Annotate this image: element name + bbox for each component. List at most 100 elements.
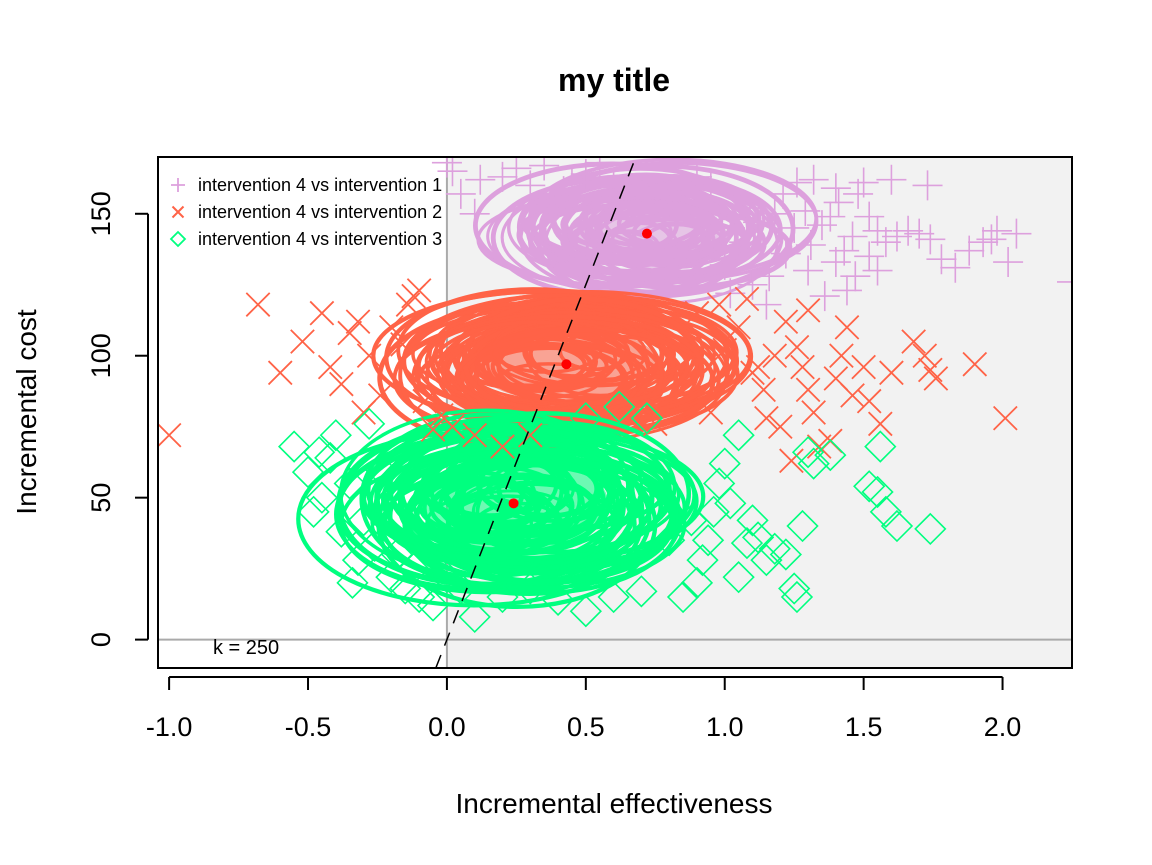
data-point xyxy=(791,436,825,469)
data-point xyxy=(319,419,352,452)
data-point xyxy=(954,235,985,266)
y-tick-label: 100 xyxy=(86,333,116,378)
data-point xyxy=(317,354,343,380)
data-point xyxy=(751,377,776,403)
data-point xyxy=(625,575,658,608)
plot-frame xyxy=(157,156,1073,669)
data-point xyxy=(837,221,868,252)
data-point xyxy=(912,170,943,201)
legend-label: intervention 4 vs intervention 2 xyxy=(198,202,442,222)
data-point xyxy=(773,309,799,334)
legend-marker xyxy=(171,205,185,219)
legend-marker xyxy=(171,178,185,192)
x-axis-label: Incremental effectiveness xyxy=(456,788,773,819)
data-point xyxy=(364,453,397,486)
x-tick-label: 1.5 xyxy=(845,712,883,742)
data-point xyxy=(814,438,847,472)
x-tick-label: 0.5 xyxy=(567,712,605,742)
data-point xyxy=(598,170,629,201)
legend: intervention 4 vs intervention 1 interven… xyxy=(169,175,442,249)
data-point xyxy=(458,600,491,634)
data-point xyxy=(403,580,436,614)
data-point xyxy=(380,538,414,571)
data-point xyxy=(329,371,354,397)
data-point xyxy=(597,580,630,614)
data-point xyxy=(708,447,741,480)
data-point xyxy=(795,230,826,261)
data-point xyxy=(915,224,946,255)
density-contour xyxy=(507,174,754,282)
data-point xyxy=(437,157,468,187)
data-point xyxy=(923,366,949,391)
data-point xyxy=(917,357,943,383)
data-point xyxy=(926,244,957,275)
y-tick-label: 0 xyxy=(86,632,116,647)
data-point xyxy=(901,329,926,354)
data-point xyxy=(709,249,740,280)
data-point xyxy=(879,360,904,386)
data-point xyxy=(548,176,579,207)
data-point xyxy=(698,400,724,425)
data-point xyxy=(390,332,415,357)
data-point xyxy=(754,261,785,292)
data-point xyxy=(992,405,1018,431)
data-point xyxy=(1001,218,1032,249)
data-point xyxy=(444,572,477,605)
wtp-label: k = 250 xyxy=(213,637,279,659)
data-point xyxy=(867,411,893,437)
data-point xyxy=(569,402,602,435)
data-point xyxy=(864,430,897,463)
data-point xyxy=(1057,266,1072,297)
data-point xyxy=(801,400,826,425)
y-tick-label: 150 xyxy=(86,191,116,236)
data-point xyxy=(487,161,518,192)
data-point xyxy=(904,218,935,249)
data-point xyxy=(840,261,871,292)
legend-marker xyxy=(169,230,187,248)
data-point xyxy=(831,275,862,306)
data-point xyxy=(431,157,462,178)
data-point xyxy=(517,422,543,448)
data-point xyxy=(397,552,430,585)
data-point xyxy=(358,529,391,563)
data-point xyxy=(691,524,725,557)
data-point xyxy=(762,343,788,369)
data-point xyxy=(325,515,358,548)
data-point xyxy=(767,414,793,440)
data-point xyxy=(726,314,751,340)
mean-point xyxy=(641,228,652,239)
data-point xyxy=(297,495,330,528)
data-point xyxy=(743,207,774,238)
data-point xyxy=(267,360,293,386)
data-point xyxy=(784,334,810,360)
data-point xyxy=(795,297,821,323)
data-point xyxy=(815,201,846,232)
data-point xyxy=(490,434,515,459)
data-point xyxy=(309,300,335,326)
data-point xyxy=(379,314,404,340)
density-contour xyxy=(476,192,763,287)
data-point xyxy=(862,215,893,246)
data-point xyxy=(406,278,432,303)
wtp-line xyxy=(435,157,637,668)
data-point xyxy=(820,173,851,204)
data-point xyxy=(797,447,830,480)
data-point xyxy=(722,419,755,452)
data-point xyxy=(870,227,901,258)
data-point xyxy=(734,286,760,312)
data-point xyxy=(465,164,496,195)
data-point xyxy=(809,281,840,312)
data-point xyxy=(981,215,1012,246)
mean-point xyxy=(508,498,519,509)
data-point xyxy=(666,580,700,614)
data-point xyxy=(914,512,947,546)
data-point xyxy=(695,170,726,201)
data-point xyxy=(823,187,854,218)
data-point xyxy=(277,430,311,463)
data-point xyxy=(798,164,829,195)
y-axis: 0 50 100 150 xyxy=(86,191,149,647)
data-point xyxy=(430,561,464,594)
data-point xyxy=(514,572,547,605)
data-point xyxy=(848,167,879,198)
data-point xyxy=(734,193,765,224)
